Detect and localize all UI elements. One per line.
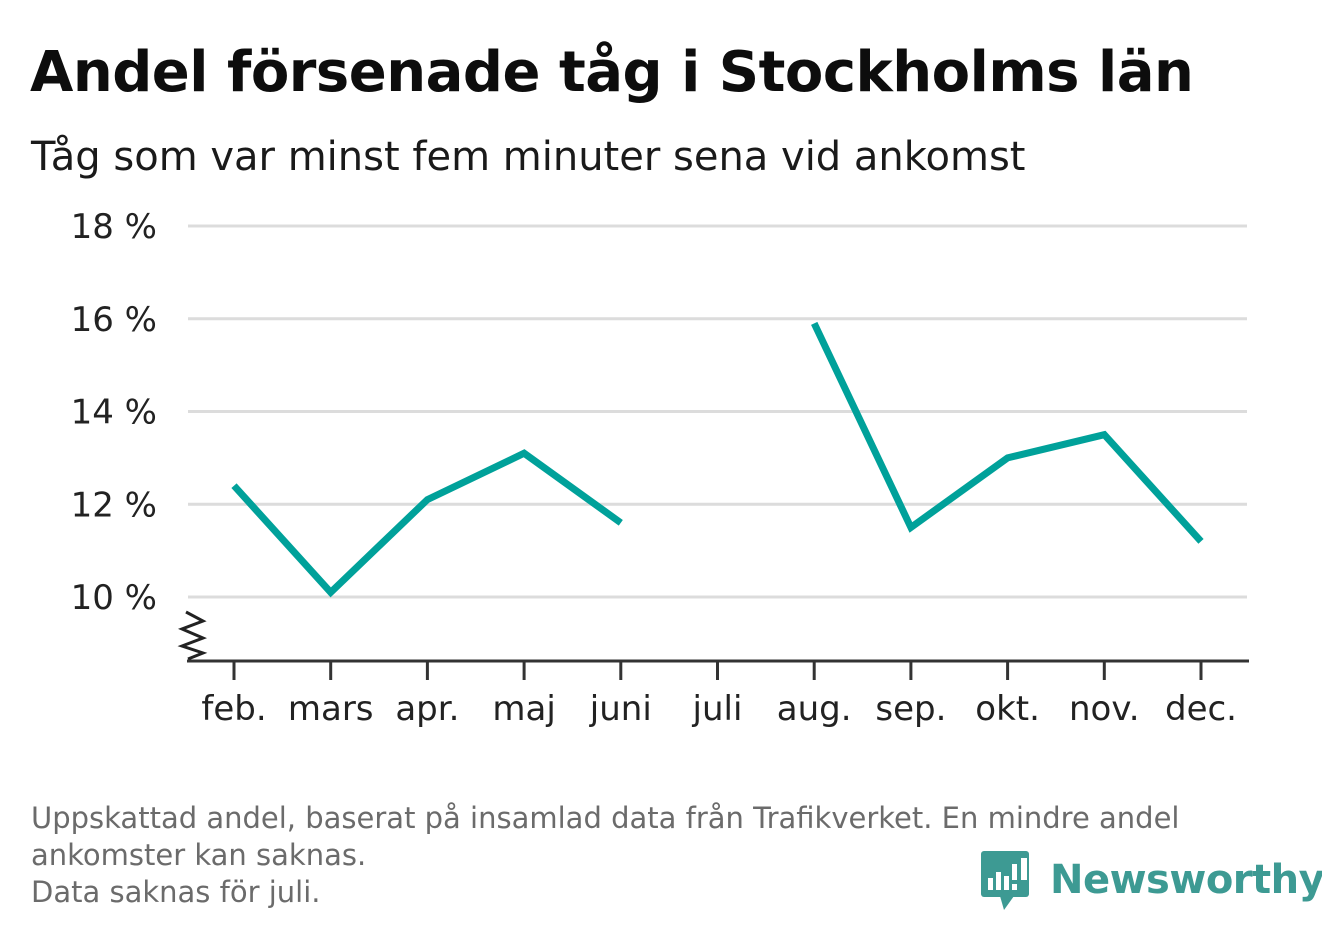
chart-title: Andel försenade tåg i Stockholms län	[30, 40, 1194, 105]
gridlines	[188, 224, 1247, 599]
brand: Newsworthy	[980, 845, 1322, 915]
footer-note-line3: Data saknas för juli.	[31, 875, 321, 909]
y-tick-label: 16 %	[71, 300, 157, 340]
chart-footer: Uppskattad andel, baserat på insamlad da…	[31, 800, 1291, 911]
x-tick-label: feb.	[201, 689, 266, 729]
y-tick-label: 12 %	[71, 485, 157, 525]
axis-break-marker	[177, 610, 208, 661]
y-tick-label: 18 %	[71, 207, 157, 247]
chart-subtitle: Tåg som var minst fem minuter sena vid a…	[31, 134, 1026, 180]
x-tick-label: okt.	[975, 689, 1040, 729]
x-tick-label: dec.	[1165, 689, 1237, 729]
series-line-segment	[231, 449, 623, 598]
x-tick-label: nov.	[1069, 689, 1140, 729]
x-tick-label: mars	[288, 689, 374, 729]
series-line-segment	[811, 321, 1204, 544]
series-lines	[231, 321, 1204, 598]
footer-note-line2: ankomster kan saknas.	[31, 838, 367, 872]
x-tick-label: sep.	[875, 689, 946, 729]
x-axis-ticks: feb. mars apr. maj juni juli aug. sep. okt. nov. d…	[201, 661, 1237, 729]
x-tick-label: apr.	[395, 689, 459, 729]
footer-note-line1: Uppskattad andel, baserat på insamlad da…	[31, 801, 1180, 835]
y-axis-ticks: 10 % 12 % 14 % 16 % 18 %	[71, 207, 157, 618]
y-tick-label: 10 %	[71, 578, 157, 618]
y-tick-label: 14 %	[71, 393, 157, 433]
brand-name: Newsworthy	[1050, 857, 1322, 903]
x-tick-label: juni	[589, 689, 652, 729]
x-tick-label: aug.	[777, 689, 852, 729]
x-tick-label: juli	[692, 689, 743, 729]
line-chart: 10 % 12 % 14 % 16 % 18 % feb. mars apr. maj juni…	[71, 207, 1249, 729]
x-tick-label: maj	[492, 689, 555, 729]
newsworthy-logo-icon	[981, 851, 1029, 910]
